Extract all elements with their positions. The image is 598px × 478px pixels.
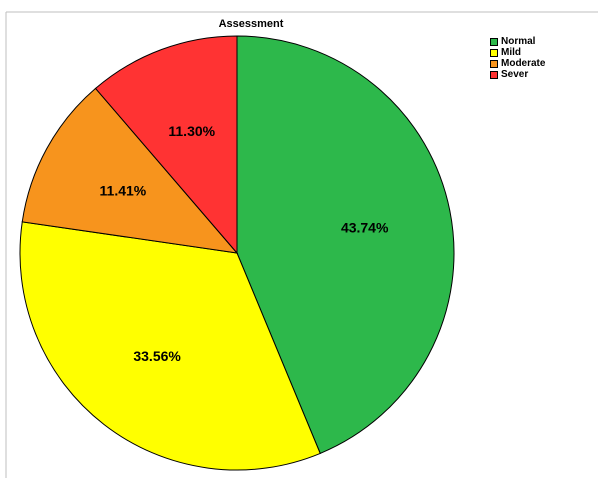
pie-slice-labels: 43.74% 33.56% 11.41% 11.30%: [100, 123, 389, 364]
legend-swatch-moderate: [490, 59, 498, 68]
slice-label-moderate: 11.41%: [100, 182, 147, 198]
pie-slice-normal: [236, 35, 455, 455]
pie-slice-moderate: [21, 87, 239, 254]
legend-item-sever: Sever: [490, 69, 545, 80]
legend-label-mild: Mild: [501, 47, 521, 58]
legend-label-normal: Normal: [501, 36, 536, 47]
slice-label-normal: 43.74%: [341, 220, 389, 236]
pie-slices: [19, 35, 455, 471]
slice-label-sever: 11.30%: [168, 123, 215, 139]
legend-swatch-mild: [490, 48, 498, 57]
legend: Normal Mild Moderate Sever: [490, 36, 545, 80]
pie-slice-sever: [94, 35, 238, 255]
legend-item-normal: Normal: [490, 36, 545, 47]
legend-swatch-normal: [490, 37, 498, 46]
legend-swatch-sever: [490, 70, 498, 79]
legend-label-moderate: Moderate: [501, 58, 546, 69]
slice-label-mild: 33.56%: [133, 348, 181, 364]
legend-item-moderate: Moderate: [490, 58, 545, 69]
pie-slice-mild: [19, 221, 321, 471]
legend-item-mild: Mild: [490, 47, 545, 58]
legend-label-sever: Sever: [501, 69, 529, 80]
chart-title: Assessment: [219, 18, 284, 30]
